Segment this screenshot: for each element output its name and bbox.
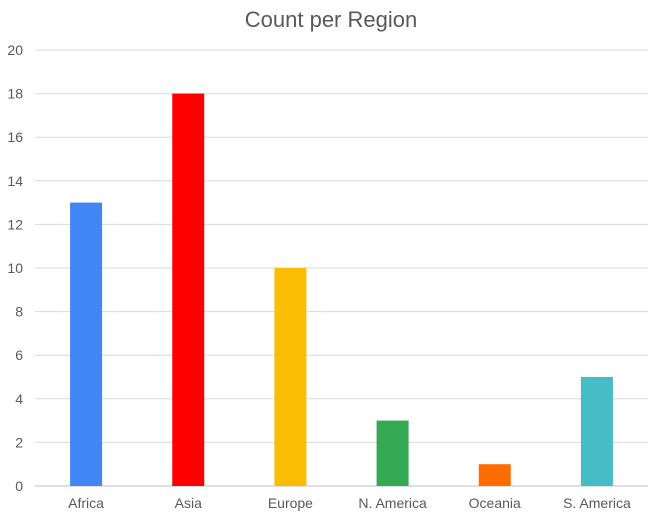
x-tick-label: Africa xyxy=(68,495,104,511)
chart-title: Count per Region xyxy=(245,7,417,32)
x-tick-label: Asia xyxy=(175,495,202,511)
bar-oceania xyxy=(478,464,511,486)
y-tick-label: 8 xyxy=(15,304,23,320)
y-tick-label: 0 xyxy=(15,478,23,494)
y-tick-label: 6 xyxy=(15,347,23,363)
bar-africa xyxy=(70,202,103,486)
bar-s-america xyxy=(580,377,613,486)
x-tick-label: N. America xyxy=(358,495,427,511)
x-axis-ticks: Africa Asia Europe N. America Oceania S. Amer… xyxy=(68,495,631,511)
bar-n-america xyxy=(376,420,409,486)
y-tick-label: 20 xyxy=(7,42,23,58)
y-tick-label: 16 xyxy=(7,129,23,145)
bars xyxy=(70,93,613,486)
bar-europe xyxy=(274,268,307,486)
y-tick-label: 4 xyxy=(15,391,23,407)
bar-asia xyxy=(172,93,205,486)
x-tick-label: S. America xyxy=(563,495,631,511)
x-tick-label: Oceania xyxy=(469,495,521,511)
y-tick-label: 14 xyxy=(7,173,23,189)
y-axis-ticks: 0 2 4 6 8 10 12 14 16 18 20 xyxy=(7,42,23,494)
x-tick-label: Europe xyxy=(268,495,313,511)
y-tick-label: 10 xyxy=(7,260,23,276)
gridlines xyxy=(35,49,648,487)
y-tick-label: 18 xyxy=(7,86,23,102)
y-tick-label: 2 xyxy=(15,434,23,450)
y-tick-label: 12 xyxy=(7,216,23,232)
